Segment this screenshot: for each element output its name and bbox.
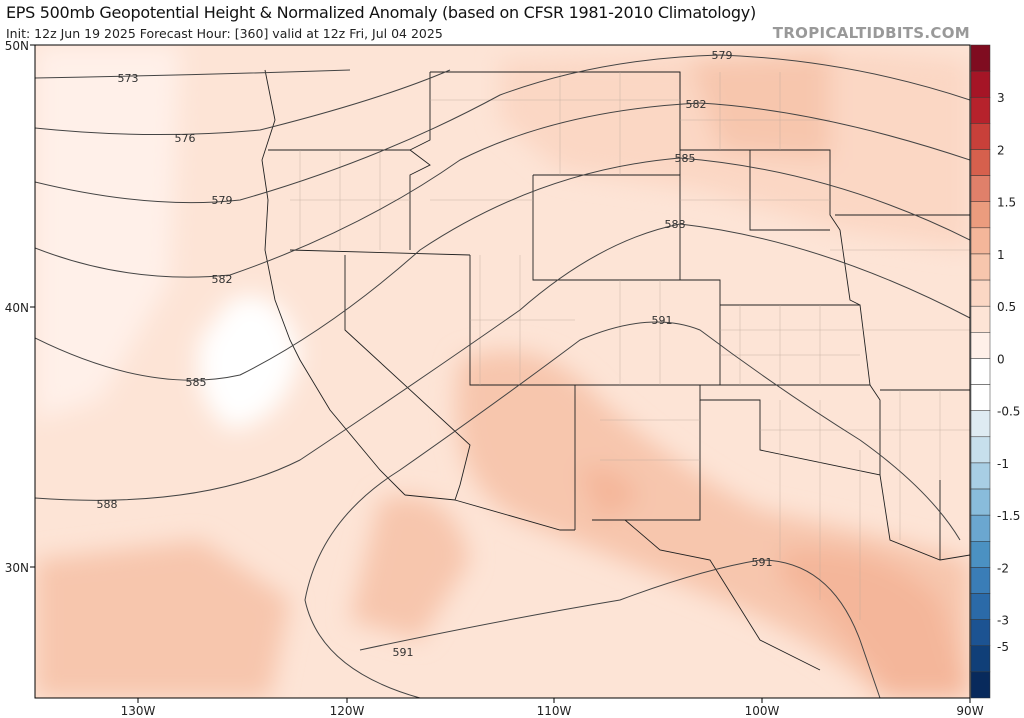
colorbar-segment — [970, 96, 991, 124]
map-frame — [34, 44, 971, 699]
colorbar-segment — [970, 44, 991, 72]
lon-label: 90W — [956, 704, 983, 718]
lon-axis — [137, 698, 971, 703]
contour-label: 582 — [212, 273, 233, 286]
colorbar-segment — [970, 488, 991, 516]
contour-label: 579 — [712, 49, 733, 62]
lat-axis — [30, 44, 35, 568]
colorbar-segment — [970, 332, 991, 359]
colorbar-label: 0.5 — [997, 300, 1016, 314]
colorbar-segment — [970, 253, 991, 281]
colorbar-segment — [970, 70, 991, 98]
contour-labels: 573 576 579 579 582 582 585 585 588 588 … — [97, 49, 773, 659]
map-subtitle: Init: 12z Jun 19 2025 Forecast Hour: [36… — [6, 26, 443, 41]
contour-label: 576 — [175, 132, 196, 145]
lat-label: 30N — [5, 561, 29, 575]
colorbar-segment — [970, 201, 991, 229]
contour-label: 585 — [186, 376, 207, 389]
contour-label: 591 — [393, 646, 414, 659]
colorbar-segment — [970, 541, 991, 568]
colorbar-label: 2 — [997, 143, 1005, 157]
colorbar-segment — [970, 436, 991, 464]
contour-label: 585 — [675, 152, 696, 165]
contour-label: 588 — [97, 498, 118, 511]
colorbar-segment — [970, 671, 991, 699]
height-contours — [35, 54, 970, 698]
colorbar-segment — [970, 123, 991, 150]
colorbar-segment — [970, 175, 991, 202]
contour-label: 582 — [686, 98, 707, 111]
contour-label: 591 — [752, 556, 773, 569]
county-lines — [290, 72, 970, 620]
contour-label: 591 — [652, 314, 673, 327]
colorbar-label: -1 — [997, 457, 1009, 471]
map-title: EPS 500mb Geopotential Height & Normaliz… — [6, 3, 756, 22]
colorbar-label: 0 — [997, 352, 1005, 366]
colorbar-segment — [970, 619, 991, 647]
colorbar-segment — [970, 567, 991, 594]
colorbar-segment — [970, 645, 991, 673]
colorbar-label: 1.5 — [997, 196, 1016, 210]
colorbar-segment — [970, 384, 991, 411]
lon-label: 120W — [330, 704, 365, 718]
brand-watermark: TROPICALTIDBITS.COM — [772, 24, 970, 42]
lat-label: 40N — [5, 301, 29, 315]
colorbar-segment — [970, 514, 991, 542]
colorbar: 3 2 1.5 1 0.5 0 -0.5 -1 -1.5 -2 -3 -5 — [970, 44, 1020, 699]
colorbar-label: -0.5 — [997, 405, 1020, 419]
lat-label: 50N — [5, 39, 29, 53]
colorbar-segment — [970, 149, 991, 176]
colorbar-label: -1.5 — [997, 509, 1020, 523]
lon-label: 130W — [121, 704, 156, 718]
state-borders — [261, 69, 970, 671]
contour-label: 573 — [118, 72, 139, 85]
colorbar-segment — [970, 593, 991, 620]
colorbar-label: -5 — [997, 640, 1009, 654]
colorbar-segment — [970, 227, 991, 255]
colorbar-segment — [970, 358, 991, 385]
lon-label: 100W — [745, 704, 780, 718]
colorbar-label: 1 — [997, 248, 1005, 262]
colorbar-label: 3 — [997, 91, 1005, 105]
colorbar-segment — [970, 410, 991, 438]
contour-label: 579 — [212, 194, 233, 207]
colorbar-label: -2 — [997, 561, 1009, 575]
contour-label: 588 — [665, 218, 686, 231]
colorbar-segment — [970, 305, 991, 333]
colorbar-label: -3 — [997, 614, 1009, 628]
colorbar-segment — [970, 462, 991, 490]
lon-label: 110W — [537, 704, 572, 718]
colorbar-segment — [970, 279, 991, 307]
